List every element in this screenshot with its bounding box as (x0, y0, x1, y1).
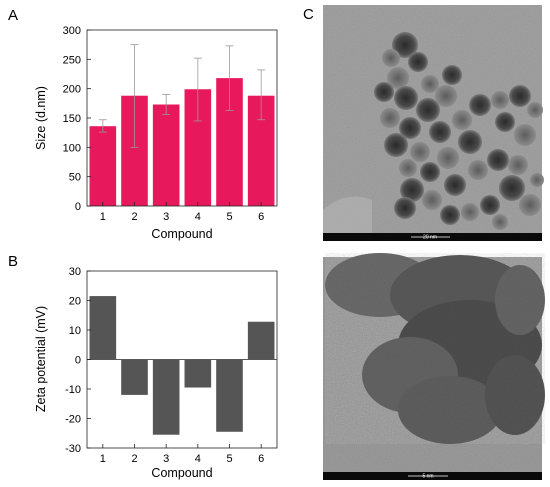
y-tick-label: 20 (69, 296, 81, 308)
bar-compound-5 (216, 359, 243, 432)
x-tick-label: 6 (258, 211, 264, 223)
nanoparticle-cluster (374, 32, 544, 230)
x-tick-label: 2 (131, 453, 137, 465)
y-tick-label: -30 (65, 443, 81, 455)
panel-label-c: C (303, 6, 314, 23)
y-tick-label: -20 (65, 414, 81, 426)
scale-label-bottom: 5 nm (422, 474, 433, 480)
tem-micrograph-top: 20 nm (323, 5, 544, 241)
y-tick-label: -10 (65, 384, 81, 396)
x-tick-label: 4 (195, 211, 201, 223)
x-tick-label: 3 (163, 211, 169, 223)
x-tick-label: 1 (100, 453, 106, 465)
bar-compound-3 (152, 104, 180, 206)
tem-micrograph-bottom: 5 nm (323, 253, 545, 480)
y-tick-label: 250 (63, 54, 81, 66)
tem-grid-film (323, 196, 372, 241)
bar-compound-1 (89, 126, 117, 206)
x-tick-label: 3 (163, 453, 169, 465)
y-tick-label: 0 (75, 201, 81, 213)
y-tick-label: 300 (63, 25, 81, 37)
x-tick-label: 1 (100, 211, 106, 223)
y-tick-label: 200 (63, 84, 81, 96)
y-tick-label: 50 (69, 172, 81, 184)
zeta-x-ticks: 1 2 3 4 5 6 (100, 444, 264, 465)
size-y-ticks: 0 50 100 150 200 250 300 (63, 25, 91, 213)
zeta-y-ticks: -30 -20 -10 0 10 20 30 (65, 266, 91, 455)
size-bars (89, 44, 275, 206)
y-tick-label: 150 (63, 113, 81, 125)
bar-compound-6 (247, 321, 275, 360)
zeta-y-axis-label: Zeta potential (mV) (34, 306, 48, 412)
scale-label-top: 20 nm (423, 235, 437, 241)
bar-compound-4 (184, 359, 212, 388)
x-tick-label: 5 (226, 211, 232, 223)
bar-compound-2 (121, 359, 148, 395)
zeta-bar-chart: -30 -20 -10 0 10 20 30 1 2 3 4 5 6 Compound Zeta po… (34, 266, 278, 480)
bar-compound-1 (89, 296, 117, 360)
x-tick-label: 5 (226, 453, 232, 465)
size-bar-chart: 0 50 100 150 200 250 300 1 2 3 4 5 6 Compound Size … (34, 25, 278, 241)
zeta-bars (87, 296, 277, 435)
nanoparticle-closeup (325, 253, 545, 444)
x-tick-label: 2 (131, 211, 137, 223)
zeta-x-axis-label: Compound (151, 466, 212, 480)
x-tick-label: 4 (195, 453, 201, 465)
size-x-axis-label: Compound (151, 227, 212, 241)
y-tick-label: 30 (69, 266, 81, 278)
x-tick-label: 6 (258, 453, 264, 465)
panel-label-a: A (8, 7, 18, 24)
y-tick-label: 10 (69, 325, 81, 337)
y-tick-label: 100 (63, 142, 81, 154)
size-y-axis-label: Size (d.nm) (34, 86, 48, 150)
y-tick-label: 0 (75, 355, 81, 367)
panel-label-b: B (8, 253, 18, 270)
bar-compound-3 (152, 359, 180, 435)
size-x-ticks: 1 2 3 4 5 6 (100, 202, 264, 223)
